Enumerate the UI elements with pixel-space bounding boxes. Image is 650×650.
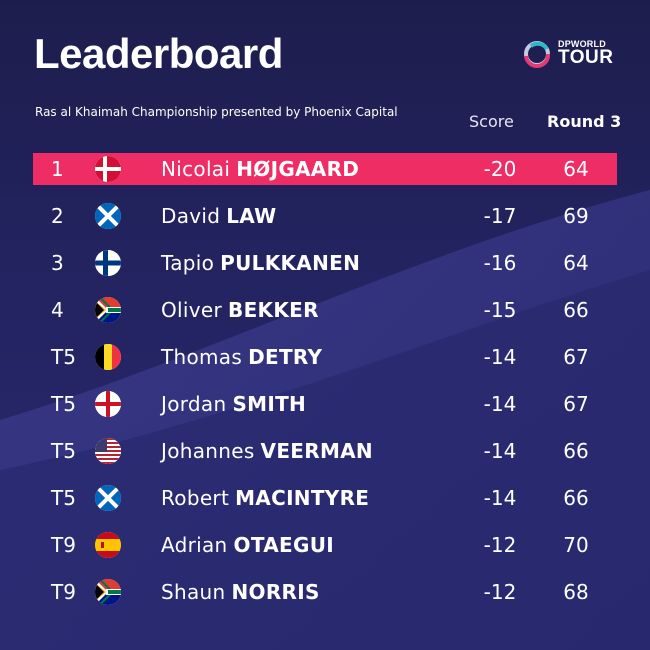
table-row: 3 Tapio PULKKANEN -16 64 bbox=[33, 247, 617, 279]
total-score: -17 bbox=[483, 204, 517, 228]
table-row: T5 Johannes VEERMAN -14 66 bbox=[33, 435, 617, 467]
player-last-name: LAW bbox=[226, 204, 277, 228]
position: T5 bbox=[51, 345, 76, 369]
round-score: 66 bbox=[563, 486, 589, 510]
player-name: Shaun NORRIS bbox=[161, 580, 320, 604]
round-score: 67 bbox=[563, 392, 589, 416]
player-last-name: HØJGAARD bbox=[236, 157, 360, 181]
player-name: Oliver BEKKER bbox=[161, 298, 319, 322]
table-row: T5 Jordan SMITH -14 67 bbox=[33, 388, 617, 420]
player-name: Tapio PULKKANEN bbox=[161, 251, 360, 275]
position: 4 bbox=[51, 298, 64, 322]
player-last-name: MACINTYRE bbox=[235, 486, 370, 510]
tour-logo-icon bbox=[524, 41, 551, 69]
table-row: 1 Nicolai HØJGAARD -20 64 bbox=[33, 153, 617, 185]
column-header-round: Round 3 bbox=[547, 112, 622, 131]
total-score: -14 bbox=[483, 486, 517, 510]
position: 1 bbox=[51, 157, 64, 181]
denmark-flag-icon bbox=[95, 156, 121, 182]
table-row: 4 Oliver BEKKER -15 66 bbox=[33, 294, 617, 326]
tournament-name: Ras al Khaimah Championship presented by… bbox=[35, 105, 398, 119]
total-score: -20 bbox=[483, 157, 517, 181]
logo-text-big: TOUR bbox=[558, 47, 614, 68]
player-first-name: Thomas bbox=[161, 345, 243, 369]
total-score: -14 bbox=[483, 392, 517, 416]
total-score: -12 bbox=[483, 580, 517, 604]
player-first-name: Adrian bbox=[161, 533, 228, 557]
position: 3 bbox=[51, 251, 64, 275]
logo-text-small: DPWORLD bbox=[558, 39, 606, 49]
column-header-score: Score bbox=[469, 112, 514, 131]
player-name: Nicolai HØJGAARD bbox=[161, 157, 359, 181]
player-name: Thomas DETRY bbox=[161, 345, 322, 369]
round-score: 67 bbox=[563, 345, 589, 369]
total-score: -14 bbox=[483, 345, 517, 369]
position: T9 bbox=[51, 533, 76, 557]
player-first-name: Jordan bbox=[161, 392, 227, 416]
table-row: T9 Adrian OTAEGUI -12 70 bbox=[33, 529, 617, 561]
player-first-name: Johannes bbox=[161, 439, 255, 463]
player-name: David LAW bbox=[161, 204, 277, 228]
round-score: 64 bbox=[563, 251, 589, 275]
player-first-name: Nicolai bbox=[161, 157, 231, 181]
player-first-name: Oliver bbox=[161, 298, 223, 322]
spain-flag-icon bbox=[95, 532, 121, 558]
table-row: 2 David LAW -17 69 bbox=[33, 200, 617, 232]
finland-flag-icon bbox=[95, 250, 121, 276]
position: T5 bbox=[51, 439, 76, 463]
position: T5 bbox=[51, 392, 76, 416]
south-africa-flag-icon bbox=[95, 579, 121, 605]
position: T5 bbox=[51, 486, 76, 510]
player-first-name: Tapio bbox=[161, 251, 215, 275]
player-name: Johannes VEERMAN bbox=[161, 439, 373, 463]
position: T9 bbox=[51, 580, 76, 604]
round-score: 70 bbox=[563, 533, 589, 557]
total-score: -16 bbox=[483, 251, 517, 275]
south-africa-flag-icon bbox=[95, 297, 121, 323]
player-last-name: PULKKANEN bbox=[220, 251, 361, 275]
round-score: 69 bbox=[563, 204, 589, 228]
belgium-flag-icon bbox=[95, 344, 121, 370]
round-score: 64 bbox=[563, 157, 589, 181]
table-row: T5 Thomas DETRY -14 67 bbox=[33, 341, 617, 373]
total-score: -14 bbox=[483, 439, 517, 463]
table-row: T9 Shaun NORRIS -12 68 bbox=[33, 576, 617, 608]
table-row: T5 Robert MACINTYRE -14 66 bbox=[33, 482, 617, 514]
player-last-name: NORRIS bbox=[231, 580, 320, 604]
player-last-name: VEERMAN bbox=[260, 439, 373, 463]
page-title: Leaderboard bbox=[34, 30, 283, 77]
player-last-name: BEKKER bbox=[228, 298, 319, 322]
usa-flag-icon bbox=[95, 438, 121, 464]
round-score: 68 bbox=[563, 580, 589, 604]
player-first-name: Robert bbox=[161, 486, 230, 510]
dp-world-tour-logo: DPWORLD TOUR bbox=[520, 38, 620, 70]
player-first-name: Shaun bbox=[161, 580, 226, 604]
player-name: Adrian OTAEGUI bbox=[161, 533, 334, 557]
player-first-name: David bbox=[161, 204, 221, 228]
player-name: Jordan SMITH bbox=[161, 392, 306, 416]
scotland-flag-icon bbox=[95, 203, 121, 229]
player-last-name: SMITH bbox=[232, 392, 307, 416]
player-name: Robert MACINTYRE bbox=[161, 486, 369, 510]
round-score: 66 bbox=[563, 439, 589, 463]
total-score: -15 bbox=[483, 298, 517, 322]
player-last-name: OTAEGUI bbox=[233, 533, 334, 557]
position: 2 bbox=[51, 204, 64, 228]
player-last-name: DETRY bbox=[248, 345, 323, 369]
scotland-flag-icon bbox=[95, 485, 121, 511]
total-score: -12 bbox=[483, 533, 517, 557]
england-flag-icon bbox=[95, 391, 121, 417]
round-score: 66 bbox=[563, 298, 589, 322]
